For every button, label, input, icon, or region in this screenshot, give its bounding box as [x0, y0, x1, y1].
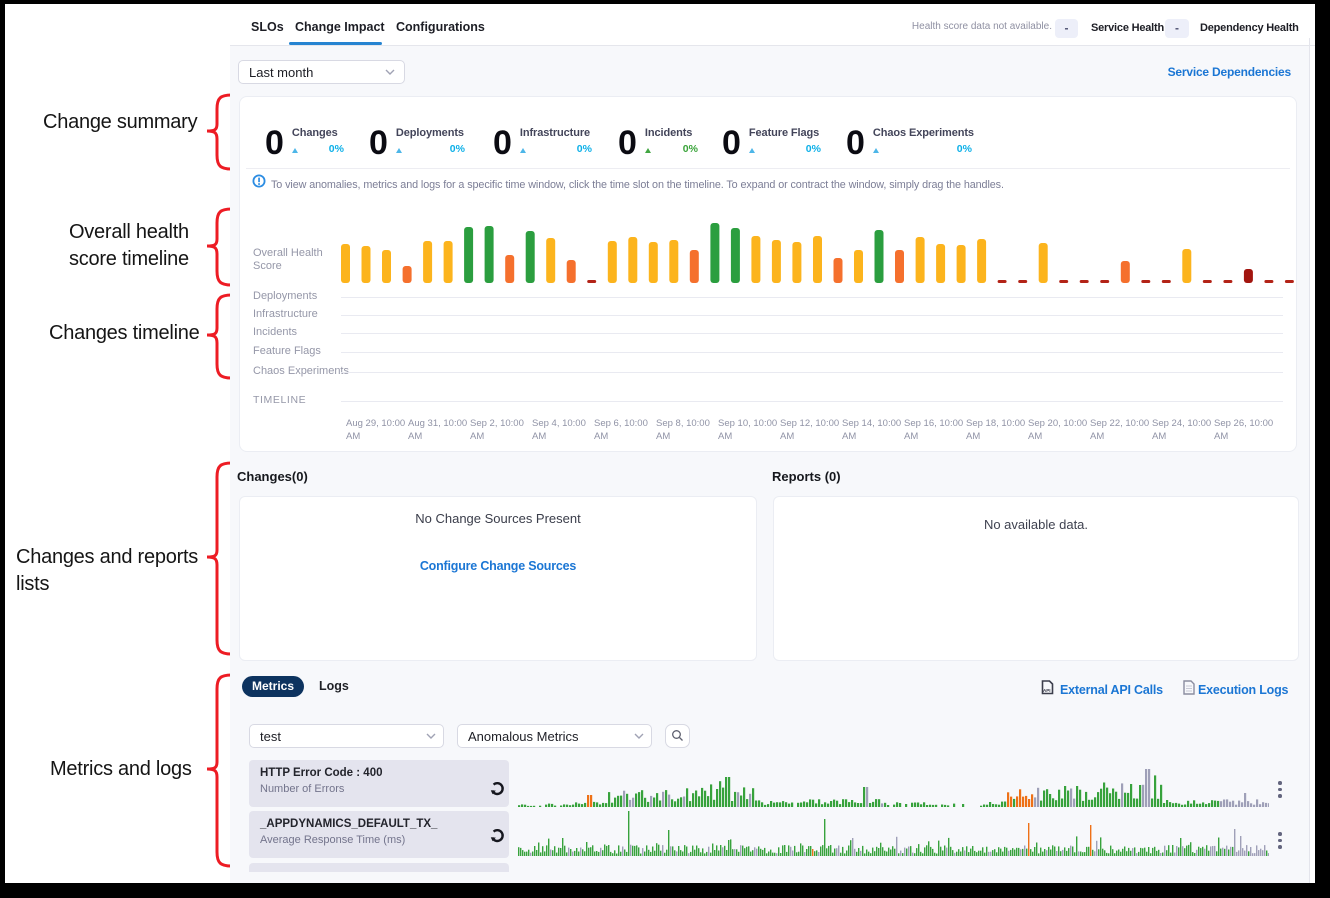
svg-text:API: API: [1043, 688, 1051, 693]
